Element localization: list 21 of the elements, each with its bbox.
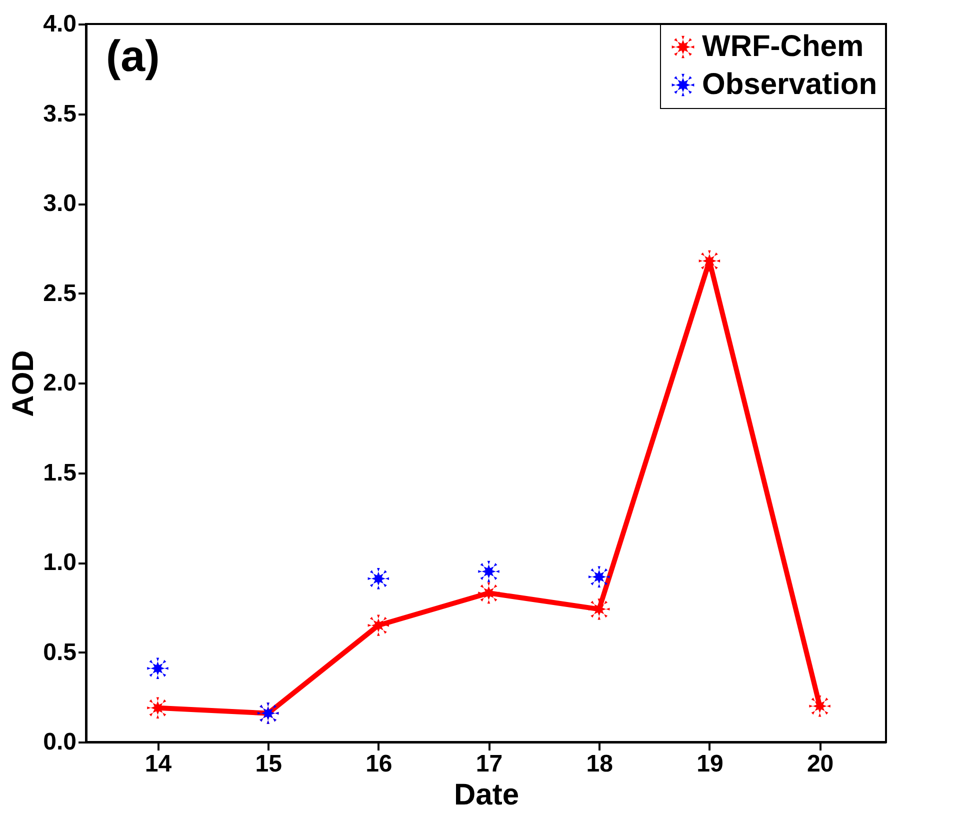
x-tick-label: 18 <box>586 750 613 778</box>
y-tick-label: 3.0 <box>43 190 76 217</box>
x-axis-title: Date <box>454 778 520 812</box>
y-tick-label: 1.0 <box>43 549 76 576</box>
annotation: (a) <box>106 32 160 81</box>
legend-label: Observation <box>702 68 878 101</box>
x-tick-label: 17 <box>476 750 503 778</box>
y-tick-label: 3.5 <box>43 100 76 128</box>
x-tick-label: 14 <box>144 750 172 778</box>
x-tick-label: 20 <box>806 750 834 778</box>
y-tick-label: 2.0 <box>43 370 76 396</box>
y-tick-label: 2.5 <box>43 280 76 307</box>
x-tick-label: 16 <box>366 750 392 778</box>
y-tick-label: 0.0 <box>43 728 76 756</box>
legend-label: WRF-Chem <box>702 30 864 63</box>
y-tick-label: 1.5 <box>43 459 76 486</box>
x-tick-label: 15 <box>255 750 282 778</box>
y-tick-label: 0.5 <box>43 638 76 666</box>
y-axis-title: AOD <box>7 350 40 417</box>
y-tick-label: 4.0 <box>43 10 76 38</box>
x-tick-label: 19 <box>696 750 724 778</box>
